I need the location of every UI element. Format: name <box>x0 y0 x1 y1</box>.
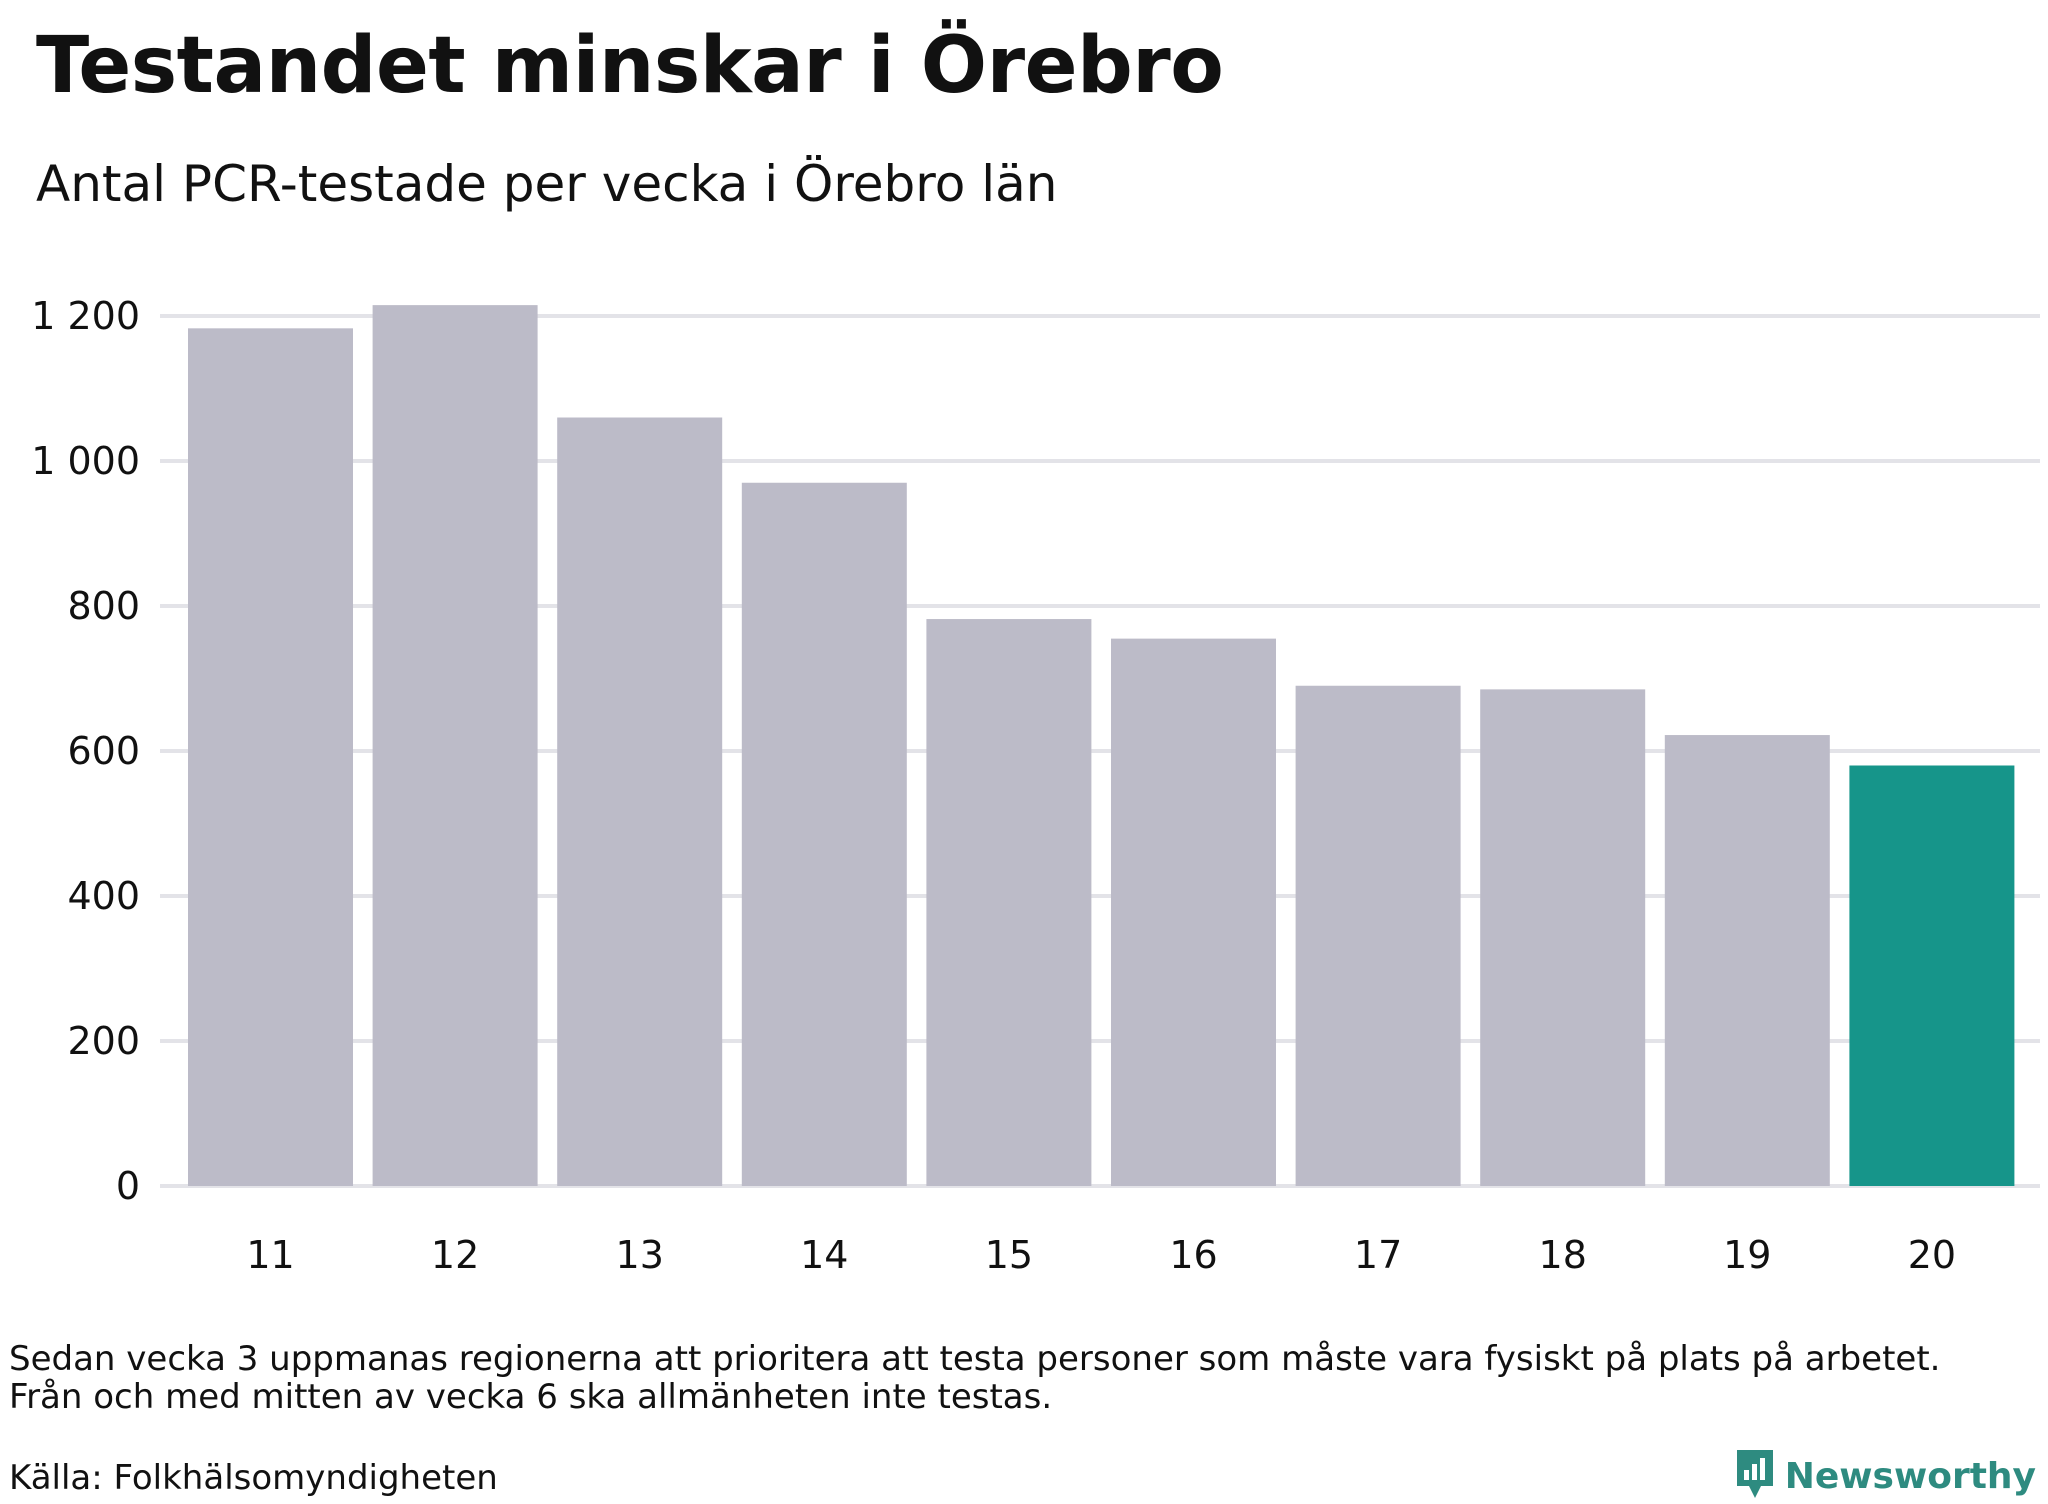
bar-week-14 <box>741 482 907 1186</box>
bar-week-16 <box>1111 638 1276 1186</box>
bar-week-15 <box>926 619 1092 1186</box>
x-tick-label: 17 <box>1354 1233 1402 1277</box>
note-line-1: Sedan vecka 3 uppmanas regionerna att pr… <box>9 1339 1941 1379</box>
y-tick-label: 1 000 <box>31 439 140 483</box>
chart-title: Testandet minskar i Örebro <box>36 21 1224 111</box>
chart-subtitle: Antal PCR-testade per vecka i Örebro län <box>36 155 1058 213</box>
newsworthy-logo-icon <box>1735 1448 1775 1504</box>
y-tick-label: 400 <box>67 874 140 918</box>
bar-week-13 <box>557 417 723 1186</box>
bars <box>188 305 2015 1186</box>
source-text: Källa: Folkhälsomyndigheten <box>9 1458 498 1498</box>
x-tick-label: 19 <box>1723 1233 1771 1277</box>
y-tick-label: 1 200 <box>31 294 140 338</box>
brand-logo: Newsworthy <box>1735 1448 2036 1504</box>
y-tick-label: 800 <box>67 584 140 628</box>
x-tick-label: 15 <box>985 1233 1033 1277</box>
y-axis-tick-labels: 0 200 400 600 800 1 000 1 200 <box>31 294 140 1208</box>
x-tick-label: 18 <box>1539 1233 1587 1277</box>
bar-week-19 <box>1664 735 1830 1186</box>
y-tick-label: 0 <box>116 1164 140 1208</box>
bar-week-11 <box>188 328 353 1186</box>
brand-name: Newsworthy <box>1784 1455 2036 1497</box>
chart-note: Sedan vecka 3 uppmanas regionerna att pr… <box>9 1340 2039 1416</box>
note-line-2: Från och med mitten av vecka 6 ska allmä… <box>9 1377 1053 1417</box>
x-tick-label: 16 <box>1169 1233 1217 1277</box>
bar-week-20 <box>1849 765 2015 1186</box>
bar-week-12 <box>372 305 538 1186</box>
bar-chart: 0 200 400 600 800 1 000 1 200 11 12 13 14 15 16 17 18… <box>31 294 2040 1277</box>
x-tick-label: 20 <box>1908 1233 1956 1277</box>
bar-week-18 <box>1480 689 1646 1186</box>
x-tick-label: 13 <box>616 1233 664 1277</box>
x-tick-label: 12 <box>431 1233 479 1277</box>
y-tick-label: 200 <box>67 1019 140 1063</box>
x-tick-label: 14 <box>800 1233 848 1277</box>
bar-week-17 <box>1295 685 1461 1186</box>
x-tick-label: 11 <box>246 1233 294 1277</box>
x-axis-tick-labels: 11 12 13 14 15 16 17 18 19 20 <box>246 1233 1956 1277</box>
y-tick-label: 600 <box>67 729 140 773</box>
